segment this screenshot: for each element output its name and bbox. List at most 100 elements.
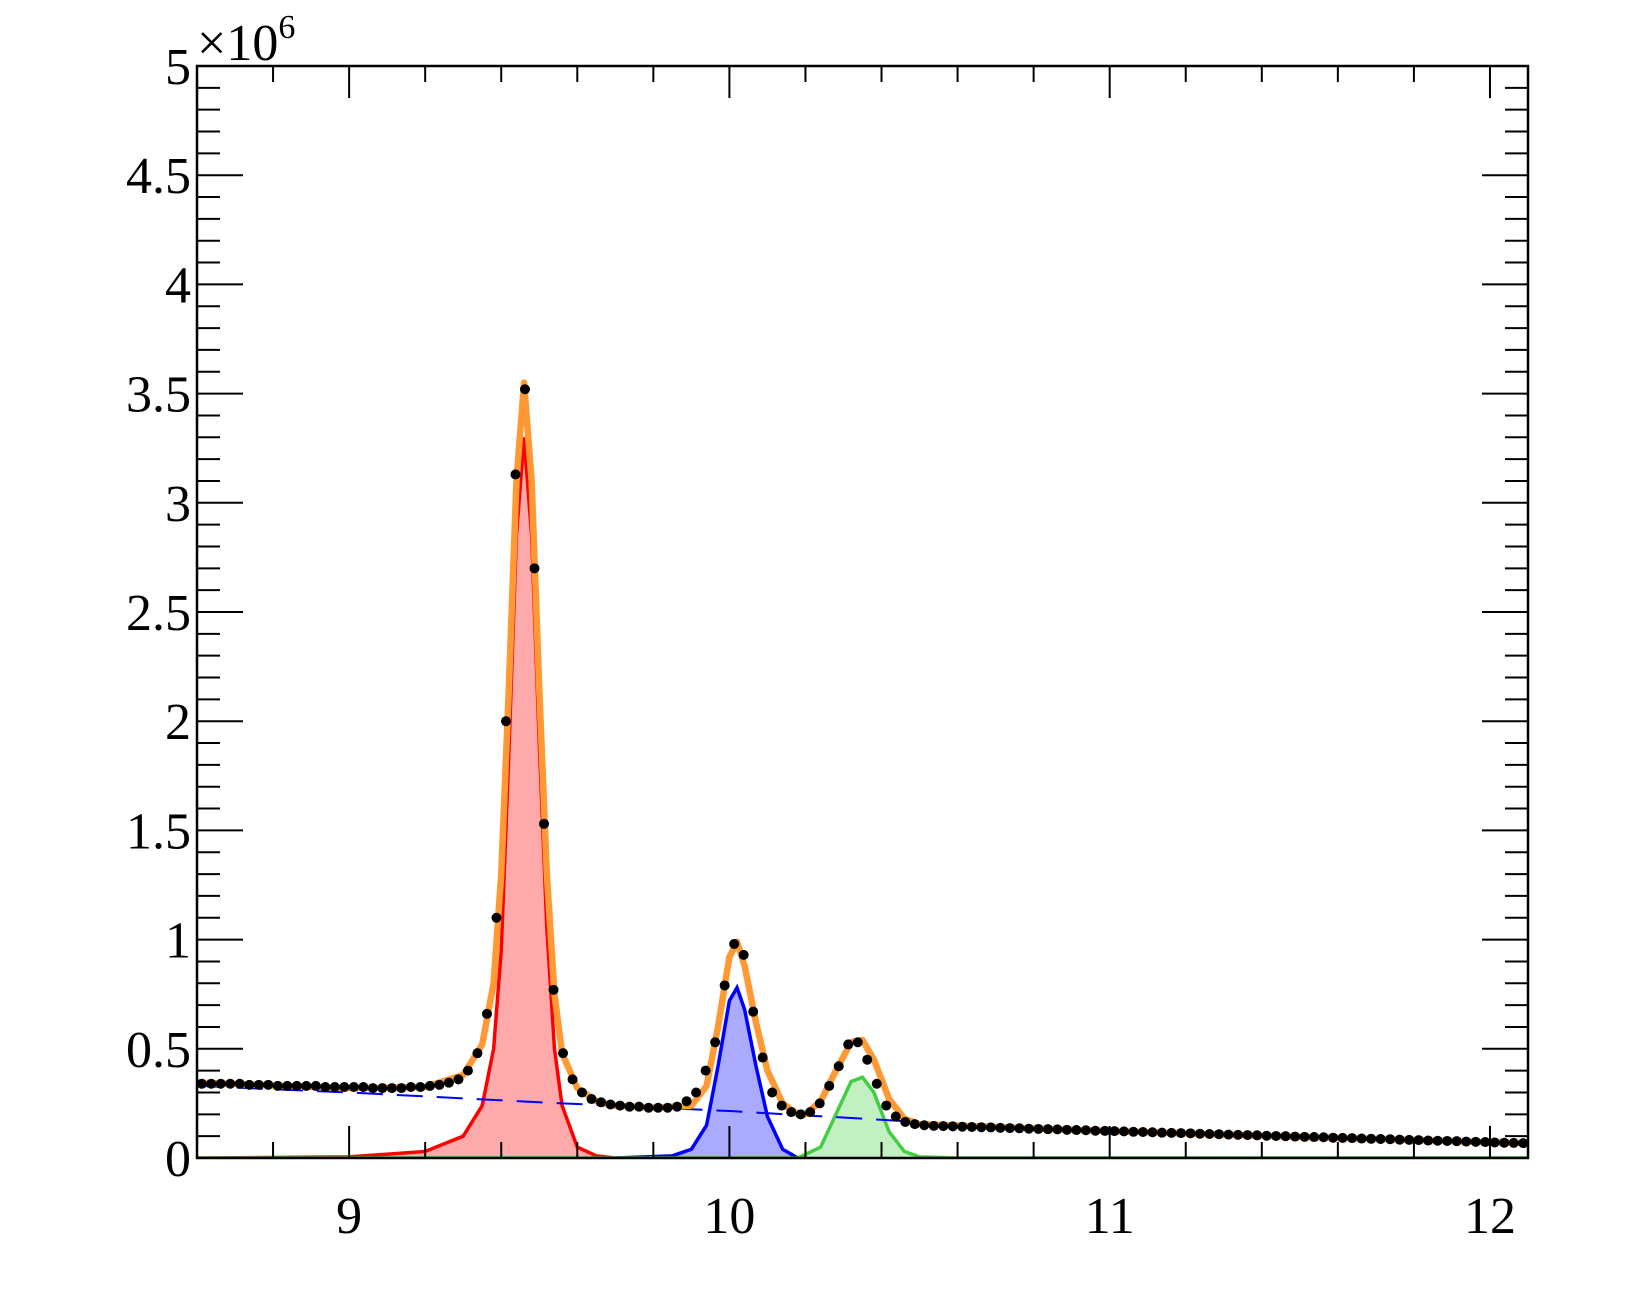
data-point: [624, 1101, 635, 1112]
y-multiplier-exponent: 6: [278, 9, 295, 46]
data-point: [1109, 1126, 1120, 1137]
data-point: [1318, 1132, 1329, 1143]
data-point: [710, 1037, 721, 1048]
y-tick-label: 0: [165, 1131, 191, 1188]
data-point: [767, 1087, 778, 1098]
data-point: [215, 1078, 226, 1089]
data-point: [814, 1098, 825, 1109]
data-point: [719, 980, 730, 991]
data-point: [795, 1109, 806, 1120]
data-point: [1033, 1123, 1044, 1134]
data-point: [862, 1054, 873, 1065]
data-point: [244, 1079, 255, 1090]
data-point: [1366, 1133, 1377, 1144]
data-point: [529, 563, 540, 574]
data-point: [472, 1048, 483, 1059]
data-point: [434, 1079, 445, 1090]
y-tick-label: 2: [165, 694, 191, 751]
data-point: [291, 1080, 302, 1091]
y-tick-label: 1.5: [126, 803, 191, 860]
data-point: [966, 1121, 977, 1132]
y-tick-label: 2.5: [126, 585, 191, 642]
plot-area: [197, 379, 1528, 1158]
data-point: [1451, 1136, 1462, 1147]
data-point: [443, 1077, 454, 1088]
data-point: [909, 1119, 920, 1130]
data-point: [1204, 1128, 1215, 1139]
data-point: [1156, 1127, 1167, 1138]
data-point: [1271, 1130, 1282, 1141]
data-point: [928, 1120, 939, 1131]
data-point: [253, 1079, 264, 1090]
data-point: [424, 1080, 435, 1091]
data-point: [396, 1083, 407, 1094]
data-point: [1090, 1125, 1101, 1136]
data-point: [367, 1083, 378, 1094]
y-tick-label: 0.5: [126, 1022, 191, 1079]
data-point: [1195, 1128, 1206, 1139]
data-point: [1185, 1128, 1196, 1139]
y-tick-label: 5: [165, 39, 191, 96]
data-point: [206, 1078, 217, 1089]
data-point: [1042, 1124, 1053, 1135]
data-point: [890, 1111, 901, 1122]
data-point: [1223, 1129, 1234, 1140]
data-point: [786, 1107, 797, 1118]
data-point: [1299, 1131, 1310, 1142]
data-point: [1118, 1126, 1129, 1137]
y-tick-label: 3.5: [126, 367, 191, 424]
data-point: [947, 1121, 958, 1132]
data-point: [1290, 1131, 1301, 1142]
data-point: [405, 1082, 416, 1093]
data-point: [1214, 1129, 1225, 1140]
data-point: [301, 1080, 312, 1091]
fit-line: [197, 379, 1528, 1147]
x-tick-label: 9: [336, 1188, 362, 1245]
data-point: [1423, 1135, 1434, 1146]
data-point: [197, 1078, 207, 1089]
data-point: [234, 1078, 245, 1089]
peak-area: [197, 437, 616, 1158]
data-point: [1413, 1135, 1424, 1146]
data-point: [776, 1100, 787, 1111]
data-point: [320, 1082, 331, 1093]
background-line: [197, 1084, 1528, 1145]
x-tick-label: 10: [703, 1188, 755, 1245]
data-point: [1280, 1131, 1291, 1142]
data-point: [225, 1078, 236, 1089]
data-point: [1147, 1127, 1158, 1138]
data-point: [852, 1037, 863, 1048]
data-point: [824, 1080, 835, 1091]
data-point: [1461, 1136, 1472, 1147]
data-point: [453, 1074, 464, 1085]
data-point: [1233, 1129, 1244, 1140]
data-point: [415, 1082, 426, 1093]
data-point: [1128, 1126, 1139, 1137]
data-point: [681, 1096, 692, 1107]
data-point: [1499, 1137, 1510, 1148]
axes: 9 10 11 12 0 0.5 1 1.5 2 2.5 3 3.5 4 4.5 5: [126, 39, 1530, 1245]
data-point: [1309, 1132, 1320, 1143]
data-point: [1347, 1133, 1358, 1144]
data-point: [386, 1083, 397, 1094]
data-point: [263, 1079, 274, 1090]
data-point: [976, 1122, 987, 1133]
plot-frame: [195, 64, 1530, 1160]
data-point: [643, 1102, 654, 1113]
data-point: [1023, 1123, 1034, 1134]
data-point: [548, 984, 559, 995]
data-point: [700, 1065, 711, 1076]
data-point: [1337, 1132, 1348, 1143]
data-point: [1375, 1133, 1386, 1144]
data-point: [519, 384, 530, 395]
data-point: [1489, 1137, 1500, 1148]
data-point: [1356, 1133, 1367, 1144]
data-point: [1166, 1127, 1177, 1138]
data-point: [833, 1061, 844, 1072]
data-point: [605, 1099, 616, 1110]
data-point: [748, 1006, 759, 1017]
data-point: [481, 1008, 492, 1019]
data-point: [871, 1078, 882, 1089]
y-tick-label: 4.5: [126, 148, 191, 205]
data-point: [1071, 1125, 1082, 1136]
